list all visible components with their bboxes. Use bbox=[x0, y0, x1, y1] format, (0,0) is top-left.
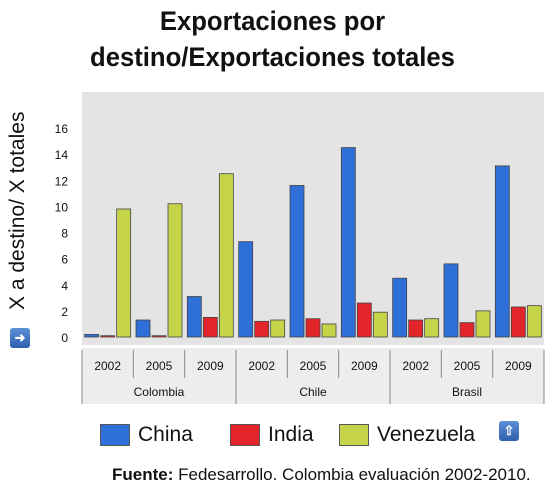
y-tick-label: 10 bbox=[55, 200, 69, 214]
y-tick-label: 8 bbox=[61, 227, 68, 241]
bar-china bbox=[238, 241, 254, 338]
x-tick-label: 2005 bbox=[300, 359, 327, 373]
bar-china bbox=[84, 333, 100, 338]
arrow-up-icon: ⇧ bbox=[499, 421, 519, 441]
legend-swatch-venezuela bbox=[339, 424, 369, 446]
bar-china bbox=[186, 296, 202, 338]
bar-india bbox=[459, 322, 475, 338]
bar-india bbox=[151, 335, 167, 338]
source-note: Fuente: Fedesarrollo. Colombia evaluació… bbox=[112, 465, 531, 485]
y-tick-label: 16 bbox=[55, 122, 69, 136]
bar-china bbox=[289, 185, 305, 338]
y-tick-label: 2 bbox=[61, 305, 68, 319]
x-tick-label: 2009 bbox=[505, 359, 532, 373]
bar-india bbox=[510, 306, 526, 338]
legend-label-china: China bbox=[138, 423, 193, 446]
bar-venezuela bbox=[116, 208, 132, 338]
arrow-right-icon: ➜ bbox=[10, 328, 30, 348]
bar-venezuela bbox=[526, 305, 542, 338]
bar-venezuela bbox=[321, 323, 337, 338]
legend-swatch-china bbox=[100, 424, 130, 446]
source-label: Fuente: bbox=[112, 465, 174, 484]
y-tick-label: 6 bbox=[61, 253, 68, 267]
group-label: Colombia bbox=[134, 385, 185, 399]
x-tick-label: 2005 bbox=[146, 359, 173, 373]
bar-india bbox=[202, 317, 218, 338]
legend-label-venezuela: Venezuela bbox=[377, 423, 476, 446]
legend-label-india: India bbox=[268, 423, 314, 446]
chart-title-line-2: destino/Exportaciones totales bbox=[90, 42, 455, 72]
x-tick-label: 2009 bbox=[197, 359, 224, 373]
legend-item-venezuela: Venezuela bbox=[339, 423, 475, 447]
group-label: Brasil bbox=[452, 385, 482, 399]
bar-india bbox=[408, 319, 424, 338]
bar-venezuela bbox=[167, 203, 183, 338]
bar-india bbox=[254, 320, 270, 338]
legend-item-china: China bbox=[100, 423, 193, 447]
x-tick-label: 2005 bbox=[454, 359, 481, 373]
legend-item-india: India bbox=[230, 423, 314, 447]
bar-china bbox=[443, 263, 459, 338]
source-text: Fedesarrollo. Colombia evaluación 2002-2… bbox=[178, 465, 531, 484]
y-tick-label: 12 bbox=[55, 174, 69, 188]
legend-swatch-india bbox=[230, 424, 260, 446]
y-tick-label: 0 bbox=[61, 331, 68, 345]
bar-china bbox=[135, 319, 151, 338]
bar-venezuela bbox=[424, 318, 440, 338]
bar-china bbox=[340, 147, 356, 338]
x-tick-label: 2009 bbox=[351, 359, 378, 373]
bar-china bbox=[494, 165, 510, 338]
bar-venezuela bbox=[270, 319, 286, 338]
x-axis-band bbox=[82, 348, 544, 404]
x-tick-label: 2002 bbox=[402, 359, 429, 373]
x-tick-label: 2002 bbox=[248, 359, 275, 373]
bar-india bbox=[100, 335, 116, 338]
bar-venezuela bbox=[475, 310, 491, 338]
plot-background bbox=[82, 92, 544, 345]
x-tick-label: 2002 bbox=[94, 359, 121, 373]
bar-venezuela bbox=[372, 311, 388, 338]
bar-india bbox=[356, 302, 372, 338]
group-label: Chile bbox=[299, 385, 327, 399]
y-tick-label: 14 bbox=[55, 148, 69, 162]
bar-china bbox=[392, 277, 408, 338]
y-tick-label: 4 bbox=[61, 279, 68, 293]
chart-title-line-1: Exportaciones por bbox=[159, 6, 386, 36]
bar-venezuela bbox=[218, 173, 234, 338]
bar-india bbox=[305, 318, 321, 338]
